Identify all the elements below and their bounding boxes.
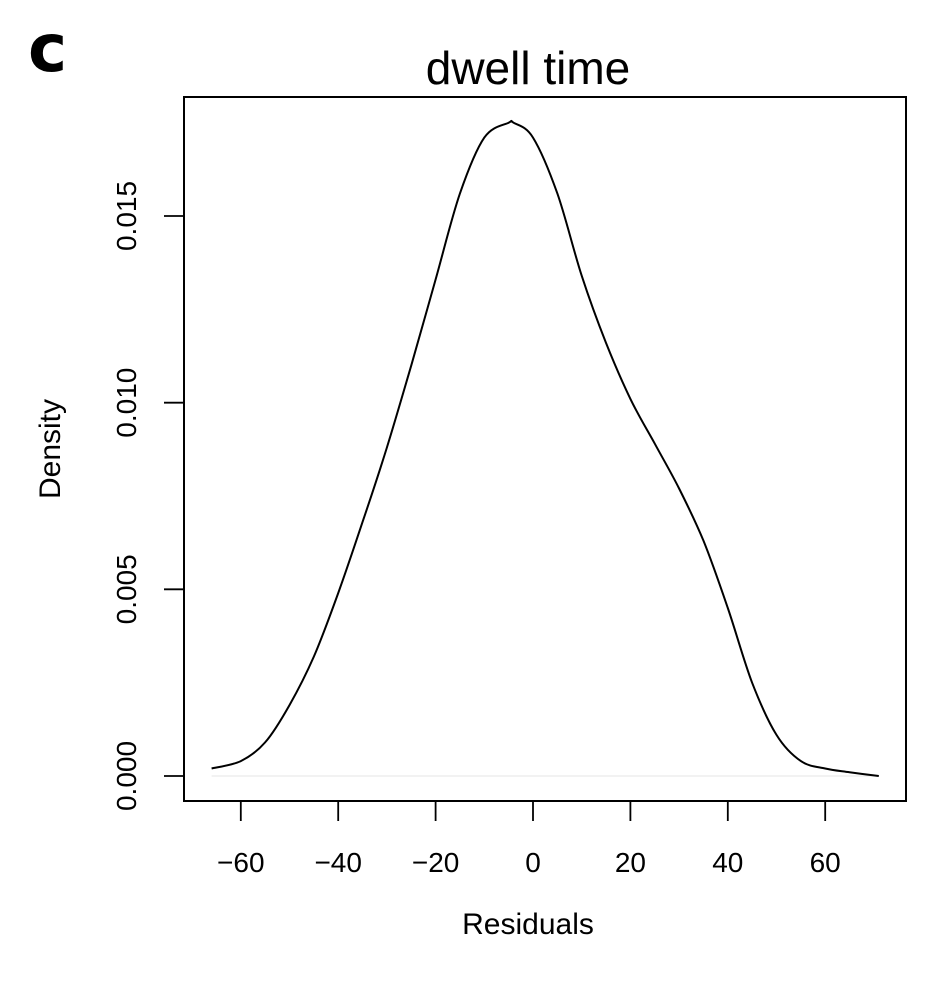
y-tick-label: 0.015 (111, 181, 142, 251)
y-tick-label: 0.005 (111, 554, 142, 624)
x-tick-label: −40 (314, 847, 362, 878)
y-axis: 0.000 0.005 0.010 0.015 (111, 181, 185, 811)
panel-letter: c (28, 10, 68, 87)
x-axis-label: Residuals (462, 908, 594, 941)
y-tick-label: 0.010 (111, 368, 142, 438)
x-tick-label: −60 (217, 847, 265, 878)
x-tick-label: 60 (810, 847, 841, 878)
x-tick-label: 40 (712, 847, 743, 878)
density-curve (211, 119, 879, 777)
x-tick-label: −20 (412, 847, 460, 878)
x-axis: −60 −40 −20 0 20 40 60 (217, 800, 841, 878)
plot-frame (183, 96, 907, 802)
chart-title: dwell time (426, 42, 631, 94)
x-tick-label: 0 (525, 847, 541, 878)
y-axis-label: Density (34, 399, 67, 499)
x-tick-label: 20 (615, 847, 646, 878)
y-tick-label: 0.000 (111, 741, 142, 811)
